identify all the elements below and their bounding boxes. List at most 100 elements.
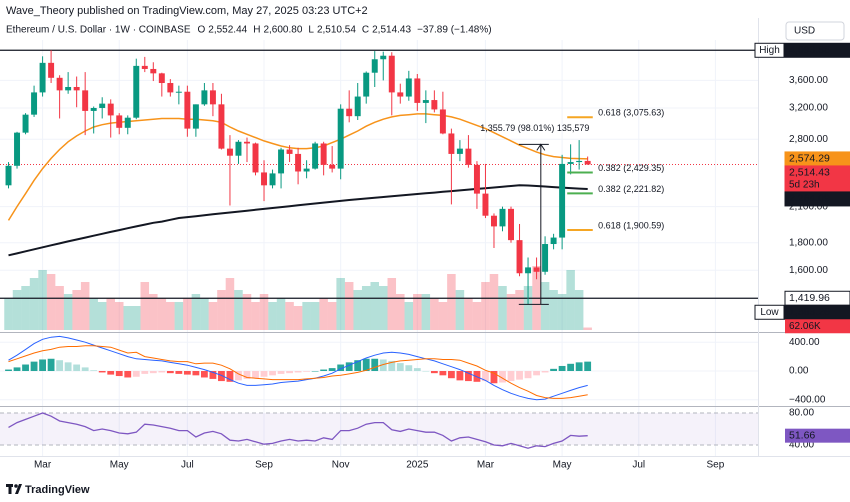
- volume-bar: [557, 294, 567, 330]
- volume-bar: [174, 302, 184, 330]
- candle-body: [192, 104, 199, 129]
- candle-body: [65, 86, 72, 91]
- candle-body: [175, 91, 182, 93]
- macd-histogram-bar: [422, 371, 430, 372]
- candle-body: [22, 114, 29, 133]
- volume-bar: [166, 302, 175, 330]
- brand-logo: [6, 484, 22, 494]
- volume-bar: [574, 290, 584, 330]
- macd-histogram-bar: [371, 358, 379, 371]
- candle-body: [533, 267, 540, 272]
- volume-bar: [72, 290, 81, 330]
- volume-bar: [183, 298, 192, 330]
- volume-bar: [21, 286, 30, 330]
- x-tick-label: Mar: [477, 460, 495, 471]
- candle-body: [278, 149, 285, 174]
- macd-histogram-bar: [328, 368, 336, 371]
- candle-body: [456, 148, 463, 154]
- candle-body: [542, 244, 549, 272]
- volume-bar: [370, 282, 379, 330]
- y-tick-label: 2,800.00: [789, 134, 828, 145]
- macd-histogram-bar: [311, 371, 319, 372]
- candle-body: [320, 143, 327, 165]
- volume-bar: [191, 294, 201, 330]
- rsi-line: [8, 412, 588, 449]
- volume-bar: [336, 278, 345, 330]
- macd-line: [8, 335, 588, 401]
- currency-box[interactable]: [785, 21, 845, 41]
- macd-histogram-bar: [235, 371, 242, 381]
- macd-histogram-bar: [277, 371, 285, 374]
- volume-bar: [251, 302, 260, 330]
- candle-body: [397, 92, 404, 97]
- candle-body: [133, 65, 140, 118]
- volume-bar: [80, 282, 90, 330]
- macd-histogram-bar: [516, 371, 523, 380]
- volume-bar: [421, 294, 431, 330]
- volume-bar: [114, 302, 124, 330]
- macd-histogram-bar: [294, 371, 302, 373]
- volume-bar: [234, 290, 243, 330]
- volume-bar: [140, 282, 150, 330]
- macd-histogram-bar: [115, 371, 123, 377]
- candle-body: [525, 267, 532, 274]
- macd-histogram-bar: [192, 371, 200, 376]
- sma-line: [8, 184, 588, 257]
- candle-body: [218, 104, 225, 149]
- volume-bar: [379, 286, 388, 330]
- fib-label: 0.618 (3,075.63): [598, 108, 664, 118]
- candle-body: [167, 83, 174, 93]
- macd-histogram-bar: [405, 365, 413, 371]
- macd-histogram-bar: [456, 371, 464, 381]
- macd-histogram-bar: [533, 371, 540, 376]
- macd-histogram-bar: [388, 360, 396, 371]
- price-badge-label: 1,383.26: [789, 306, 830, 318]
- volume-bar: [97, 302, 107, 330]
- volume-bar: [344, 282, 354, 330]
- volume-bar: [132, 306, 141, 330]
- macd-histogram-bar: [362, 358, 370, 371]
- axes: 1,600.00 1,800.00 2,100.00 2,800.00 3,200.00…: [34, 42, 850, 471]
- y-tick-label: 3,200.00: [789, 103, 828, 114]
- candle-body: [48, 62, 55, 78]
- macd-histogram-bar: [269, 371, 276, 376]
- volume-bar: [242, 294, 252, 330]
- volume-bar: [387, 278, 397, 330]
- macd-histogram-bar: [354, 360, 362, 371]
- macd-histogram-bar: [524, 371, 532, 379]
- legend-text: Ethereum / U.S. Dollar · 1W · COINBASE: [6, 25, 191, 36]
- volume-badge-label: 62.06K: [789, 321, 821, 332]
- rsi-band: [0, 413, 758, 445]
- candle-body: [490, 215, 497, 227]
- macd-histogram-bar: [39, 359, 46, 371]
- macd-histogram-bar: [303, 371, 311, 372]
- price-tag-box: [754, 304, 785, 320]
- candle-body: [73, 86, 80, 91]
- macd-histogram-bar: [30, 361, 38, 371]
- volume-bar: [149, 294, 158, 330]
- fib-label: 0.382 (2,429.35): [598, 163, 664, 173]
- macd-tick-label: 0.00: [789, 366, 809, 377]
- volume-bar: [413, 294, 422, 330]
- price-tag: High: [759, 45, 780, 56]
- candle-body: [380, 55, 387, 60]
- candle-body: [508, 208, 514, 241]
- rsi-tick-label: 80.00: [789, 408, 814, 419]
- rsi-badge-label: 51.66: [789, 429, 815, 441]
- legend-text: 2,552.44: [208, 25, 247, 36]
- macd-histogram-bar: [64, 362, 72, 371]
- candle-body: [90, 107, 97, 111]
- volume-bar: [430, 298, 439, 330]
- macd-histogram-bar: [499, 371, 506, 383]
- volume-bar: [464, 298, 473, 330]
- candle-body: [567, 162, 574, 164]
- volume-bar: [225, 278, 235, 330]
- volume-bar: [549, 290, 558, 330]
- macd-histogram-bar: [149, 371, 157, 374]
- price-badge-label: 4,093.88: [789, 44, 830, 56]
- currency[interactable]: USD: [794, 26, 815, 37]
- legend-text: 2,514.43: [372, 25, 411, 36]
- macd-histogram-bar: [98, 371, 106, 373]
- macd-histogram-bar: [260, 371, 268, 377]
